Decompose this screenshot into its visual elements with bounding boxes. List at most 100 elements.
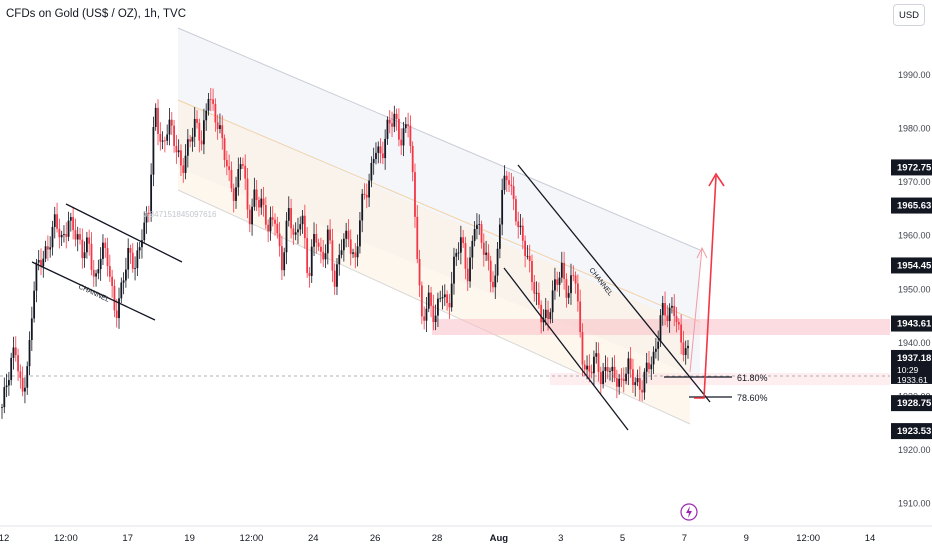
candle-body [1,407,3,408]
candle-body [141,240,143,248]
candle-body [551,290,554,313]
candle-body [124,269,127,281]
candle-body [90,243,93,270]
fib-levels: 61.80% 78.60% [664,373,768,403]
candle-body [558,277,561,285]
candle-body [175,145,178,153]
candle-body [262,198,265,206]
price-tag-bg [891,315,932,332]
y-tick-label: 1940.00 [898,338,931,348]
candle-body [402,128,405,146]
candle-body [3,387,6,408]
candle-body [136,250,139,269]
candle-body [356,246,359,258]
candle-body [177,150,180,153]
candle-body [161,140,164,142]
candle-body [331,240,334,271]
price-tag-label: 1965.63 [897,201,931,212]
candle-body [37,259,40,263]
candle-body [654,348,657,352]
candle-body [485,252,488,255]
candle-body [283,252,286,271]
price-tag-bg [891,257,932,274]
candle-body [274,219,276,224]
candle-body [393,113,396,127]
candle-body [166,134,169,141]
candle-body [58,228,61,238]
candle-body [599,372,602,384]
candle-body [14,347,17,356]
x-tick-label: 24 [308,533,319,544]
candle-body [264,205,267,225]
candle-body [200,140,203,145]
price-tag-label: 1923.53 [897,426,931,437]
chart-title: CFDs on Gold (US$ / OZ), 1h, TVC [6,8,187,20]
candle-body [102,242,104,259]
candle-body [63,234,65,235]
candle-body [446,294,448,303]
candle-body [471,240,474,258]
candle-body [46,246,49,250]
candle-body [170,119,173,126]
candle-body [395,113,398,119]
candle-body [242,164,244,166]
candle-body [423,316,426,321]
candle-body [276,223,279,234]
candle-body [411,145,414,173]
y-tick-label: 1920.00 [898,445,931,455]
candle-body [147,212,150,214]
candle-body [565,279,568,298]
candle-body [381,153,384,159]
candle-body [281,246,283,271]
candle-body [473,228,476,241]
candle-body [301,215,304,225]
candle-body [359,220,361,247]
currency-button[interactable]: USD [893,4,925,26]
candle-body [384,138,387,159]
candle-body [620,378,623,380]
candle-body [239,164,242,170]
time-axis[interactable]: 12 12:00 17 19 12:00 24 26 28 Aug 3 5 7 9 12:00 14 [0,533,875,544]
candle-body [409,125,412,146]
candle-body [643,371,646,393]
candle-body [202,120,205,145]
right-channel-bottom [503,267,629,431]
candle-body [28,339,31,367]
candle-body [299,224,302,230]
candle-body [400,139,403,146]
candle-body [230,169,233,189]
candle-body [30,318,33,340]
x-tick-label: 14 [865,533,876,544]
projection-arrows [689,172,725,399]
candle-body [69,217,72,221]
candle-body [340,250,343,255]
candle-body [292,228,295,235]
candle-body [44,246,47,259]
candle-body [221,125,224,139]
x-tick-label: 3 [558,533,563,544]
candle-body [347,230,350,240]
y-tick-label: 1980.00 [898,124,931,134]
lightning-icon[interactable] [680,503,698,521]
candle-body [33,290,36,319]
candle-body [19,371,22,378]
candle-body [310,246,313,276]
candle-body [244,165,247,179]
candle-body [209,99,212,100]
candle-body [120,282,123,299]
candle-body [180,150,182,166]
candle-body [248,209,251,225]
y-tick-label: 1970.00 [898,177,931,187]
x-tick-label: 7 [682,533,687,544]
candle-body [168,119,171,135]
candle-body [386,119,389,139]
candle-body [398,118,400,140]
candle-body [519,225,522,228]
candle-body [368,180,370,198]
candle-body [645,362,648,372]
candle-body [191,136,194,142]
candle-body [106,248,109,267]
candle-body [432,305,435,323]
